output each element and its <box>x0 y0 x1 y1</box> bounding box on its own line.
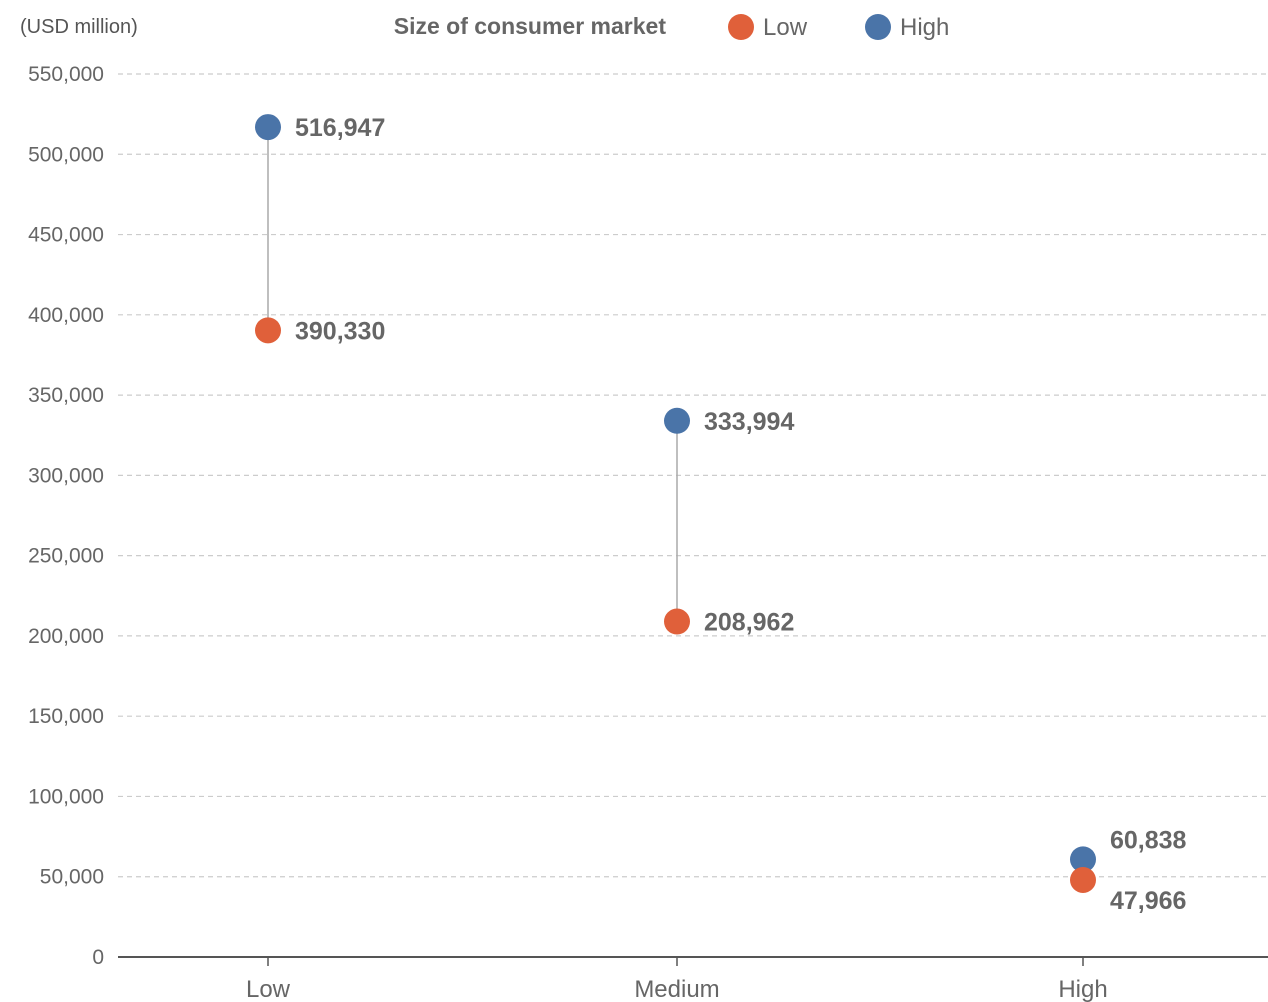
point-low-high <box>1070 866 1096 893</box>
legend: Size of consumer market Low High <box>394 13 950 41</box>
data-points <box>255 114 1096 893</box>
y-tick-label: 250,000 <box>28 545 104 568</box>
data-label-low-high: 47,966 <box>1110 887 1186 915</box>
y-tick-label: 450,000 <box>28 224 104 247</box>
y-tick-label: 100,000 <box>28 785 104 808</box>
data-label-high-low: 516,947 <box>295 114 385 142</box>
gridlines <box>118 73 1268 878</box>
y-axis-ticks: 0 50,000 100,000 150,000 200,000 250,000 300,0… <box>28 63 104 969</box>
y-axis-unit-label: (USD million) <box>20 16 138 38</box>
legend-marker-high <box>865 14 891 40</box>
y-tick-label: 550,000 <box>28 63 104 86</box>
y-tick-label: 0 <box>92 946 104 969</box>
y-tick-label: 400,000 <box>28 304 104 327</box>
point-low-medium <box>664 608 690 635</box>
point-high-medium <box>664 407 690 434</box>
x-tick-label: Medium <box>634 976 719 1002</box>
x-tick-label: High <box>1058 976 1107 1002</box>
y-tick-label: 500,000 <box>28 143 104 166</box>
point-high-low <box>255 114 281 141</box>
connectors <box>267 127 1084 880</box>
x-axis: Low Medium High <box>118 956 1268 1002</box>
legend-title: Size of consumer market <box>394 13 667 39</box>
legend-marker-low <box>728 14 754 40</box>
x-tick-label: Low <box>246 976 291 1002</box>
y-tick-label: 200,000 <box>28 625 104 648</box>
data-label-high-medium: 333,994 <box>704 408 794 436</box>
y-tick-label: 150,000 <box>28 705 104 728</box>
data-label-low-medium: 208,962 <box>704 609 794 637</box>
data-labels: 516,947 333,994 60,838 390,330 208,962 47,966 <box>295 114 1187 915</box>
point-low-low <box>255 317 281 344</box>
y-tick-label: 350,000 <box>28 384 104 407</box>
y-tick-label: 300,000 <box>28 464 104 487</box>
legend-label-low: Low <box>763 14 808 41</box>
legend-label-high: High <box>900 14 949 41</box>
y-tick-label: 50,000 <box>40 866 104 889</box>
data-label-low-low: 390,330 <box>295 317 385 345</box>
data-label-high-high: 60,838 <box>1110 826 1187 854</box>
point-high-high <box>1070 846 1096 873</box>
